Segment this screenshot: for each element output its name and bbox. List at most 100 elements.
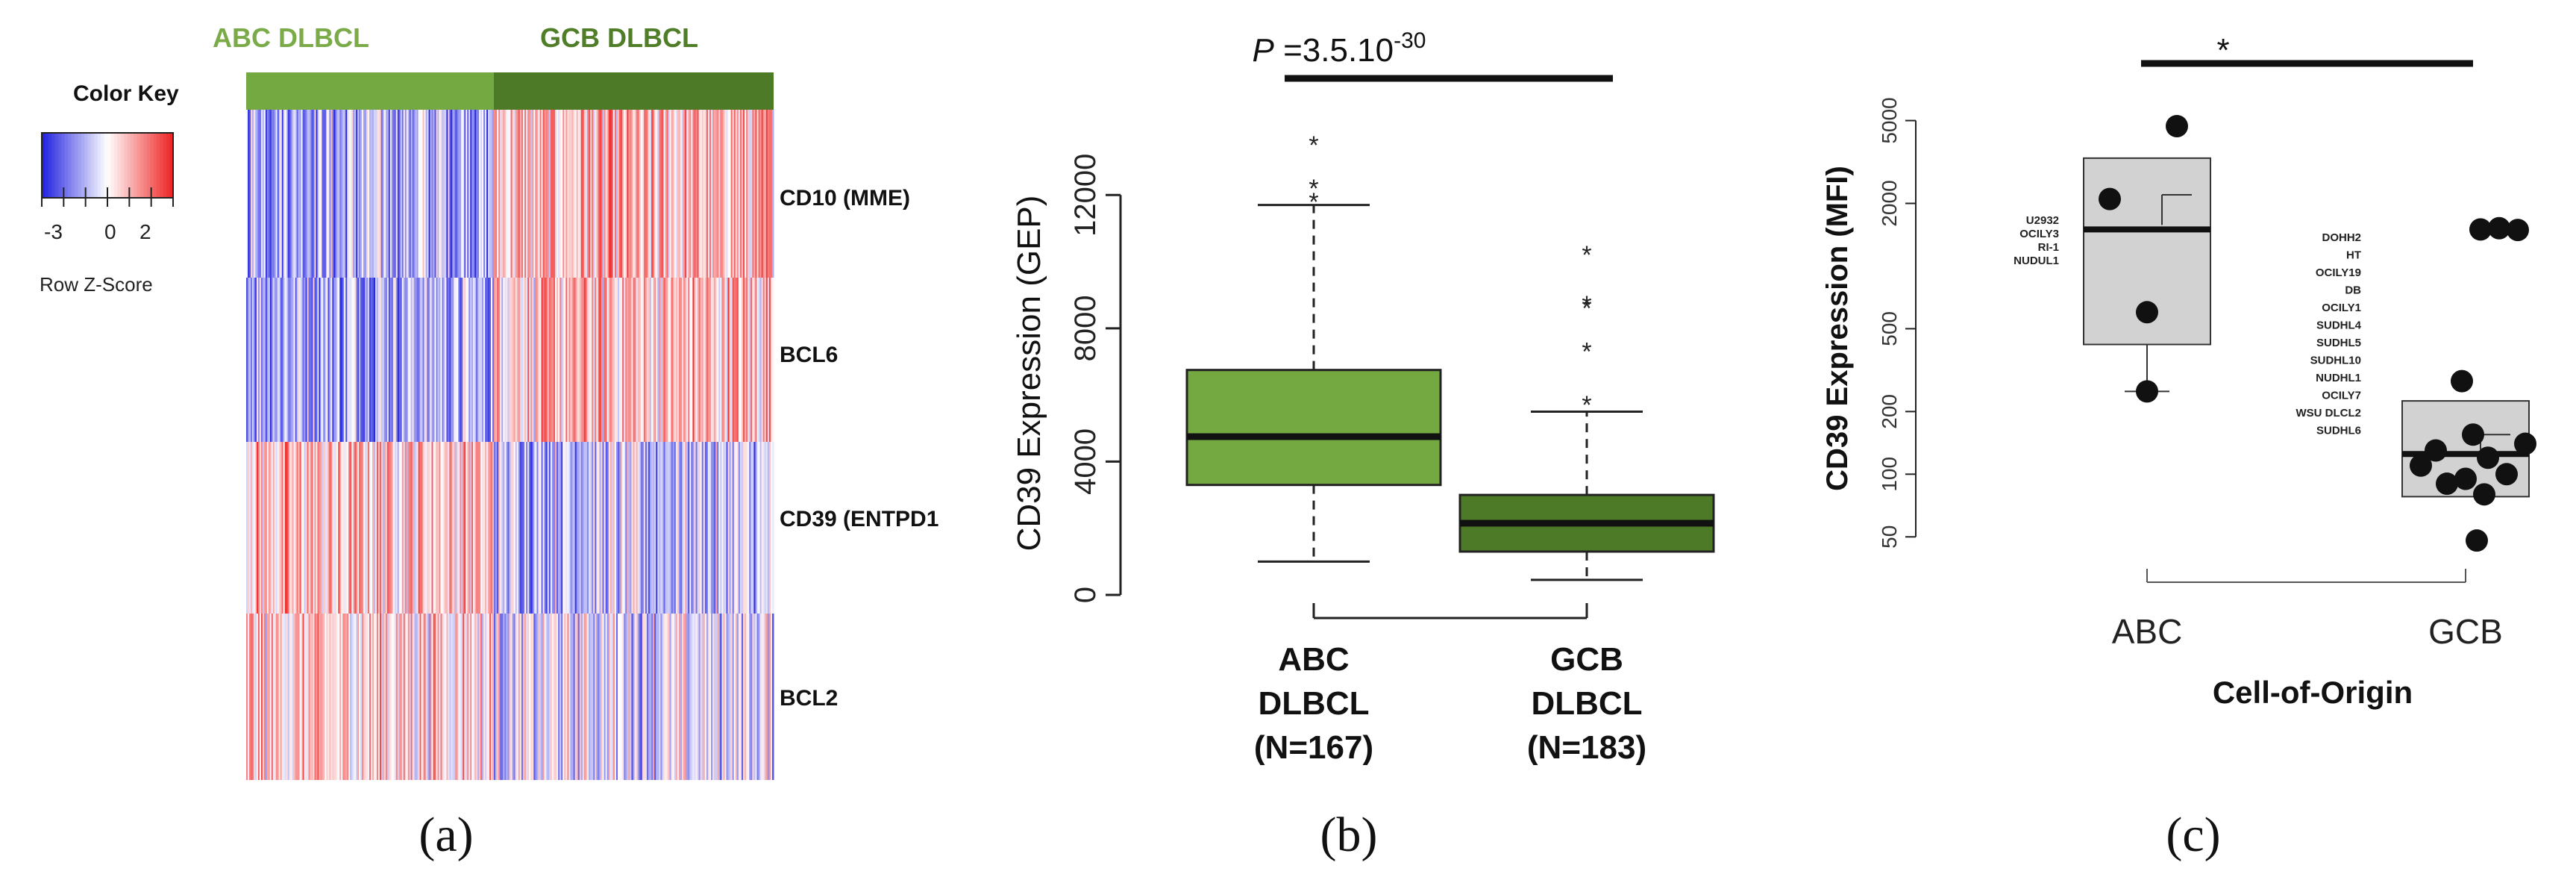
heatmap-cell bbox=[567, 110, 569, 278]
heatmap-cell bbox=[510, 442, 513, 614]
heatmap-cell bbox=[582, 278, 585, 442]
heatmap-cell bbox=[253, 442, 256, 614]
heatmap-cell bbox=[268, 442, 271, 614]
heatmap-cell bbox=[391, 442, 394, 614]
heatmap-cell bbox=[375, 442, 377, 614]
heatmap-cell bbox=[703, 278, 706, 442]
heatmap-cell bbox=[657, 442, 659, 614]
heatmap-cell bbox=[362, 110, 364, 278]
heatmap-cell bbox=[633, 614, 636, 780]
heatmap-cell bbox=[452, 278, 454, 442]
heatmap-cell bbox=[607, 614, 609, 780]
heatmap-cell bbox=[248, 442, 251, 614]
heatmap-cell bbox=[746, 278, 748, 442]
heatmap-cell bbox=[640, 442, 643, 614]
heatmap-cell bbox=[457, 442, 459, 614]
pvalue-exponent: -30 bbox=[1394, 28, 1426, 53]
heatmap-cell bbox=[418, 614, 421, 780]
heatmap-cell bbox=[445, 110, 447, 278]
heatmap-cell bbox=[319, 110, 321, 278]
heatmap-cell bbox=[345, 614, 348, 780]
heatmap-cell bbox=[386, 614, 389, 780]
x-category-label-abc: ABC bbox=[2112, 612, 2183, 651]
heatmap-cell bbox=[445, 278, 447, 442]
heatmap-cell bbox=[683, 614, 686, 780]
heatmap-cell bbox=[668, 110, 671, 278]
heatmap-cell bbox=[637, 278, 640, 442]
heatmap-cell bbox=[639, 442, 642, 614]
heatmap-cell bbox=[442, 442, 444, 614]
heatmap-cell bbox=[500, 278, 502, 442]
heatmap-cell bbox=[536, 614, 539, 780]
heatmap-cell bbox=[704, 110, 707, 278]
heatmap-cell bbox=[489, 278, 492, 442]
heatmap-cell bbox=[752, 278, 754, 442]
heatmap-cell bbox=[503, 614, 505, 780]
heatmap-cell bbox=[579, 110, 582, 278]
heatmap-cell bbox=[446, 442, 448, 614]
heatmap-cell bbox=[710, 614, 713, 780]
heatmap-cell bbox=[425, 442, 428, 614]
heatmap-cell bbox=[577, 614, 580, 780]
heatmap-cell bbox=[564, 614, 566, 780]
heatmap-cell bbox=[765, 278, 768, 442]
heatmap-cell bbox=[341, 278, 343, 442]
heatmap-cell bbox=[639, 278, 642, 442]
heatmap-cell bbox=[342, 442, 345, 614]
heatmap-cell bbox=[771, 614, 774, 780]
heatmap-cell bbox=[712, 278, 715, 442]
heatmap-cell bbox=[720, 278, 722, 442]
heatmap-cell bbox=[675, 110, 678, 278]
heatmap-cell bbox=[290, 110, 293, 278]
heatmap-cell bbox=[262, 442, 265, 614]
heatmap-cell bbox=[612, 278, 615, 442]
heatmap-cell bbox=[761, 442, 764, 614]
heatmap-cell bbox=[275, 614, 278, 780]
heatmap-cell bbox=[657, 110, 659, 278]
heatmap-cell bbox=[692, 614, 695, 780]
heatmap-cell bbox=[732, 110, 735, 278]
heatmap-cell bbox=[521, 614, 524, 780]
heatmap-cell bbox=[615, 442, 618, 614]
heatmap-cell bbox=[596, 110, 598, 278]
heatmap-cell bbox=[654, 442, 656, 614]
heatmap-cell bbox=[404, 614, 407, 780]
heatmap-cell bbox=[272, 614, 275, 780]
heatmap-cell bbox=[305, 614, 308, 780]
heatmap-cell bbox=[675, 442, 678, 614]
heatmap-cell bbox=[451, 614, 453, 780]
heatmap-cell bbox=[506, 110, 508, 278]
heatmap-cell bbox=[283, 442, 286, 614]
heatmap-cell bbox=[350, 110, 352, 278]
heatmap-cell bbox=[271, 110, 274, 278]
heatmap-cell bbox=[748, 442, 750, 614]
heatmap-cell bbox=[721, 278, 724, 442]
heatmap-cell bbox=[589, 110, 591, 278]
heatmap-cell bbox=[557, 110, 559, 278]
heatmap-cell bbox=[715, 614, 718, 780]
heatmap-cell bbox=[663, 614, 666, 780]
heatmap-cell bbox=[470, 278, 472, 442]
heatmap-cell bbox=[671, 110, 674, 278]
cell-line-label: DB bbox=[2345, 284, 2361, 297]
heatmap-cell bbox=[746, 442, 748, 614]
heatmap-cell bbox=[314, 278, 316, 442]
heatmap-cell bbox=[522, 278, 525, 442]
heatmap-cell bbox=[504, 442, 507, 614]
heatmap-cell bbox=[272, 442, 275, 614]
heatmap-cell bbox=[498, 614, 501, 780]
panel-b-caption: (b) bbox=[1320, 808, 1378, 862]
heatmap-cell bbox=[433, 614, 435, 780]
heatmap-cell bbox=[379, 442, 382, 614]
heatmap-cell bbox=[314, 110, 316, 278]
heatmap-cell bbox=[706, 110, 709, 278]
heatmap-cell bbox=[424, 110, 427, 278]
heatmap-cell bbox=[377, 110, 380, 278]
heatmap-cell bbox=[765, 614, 768, 780]
heatmap-cell bbox=[683, 278, 686, 442]
heatmap-cell bbox=[640, 614, 643, 780]
heatmap-cell bbox=[246, 442, 248, 614]
heatmap-cell bbox=[753, 110, 756, 278]
heatmap-cell bbox=[290, 614, 293, 780]
heatmap-cell bbox=[254, 278, 257, 442]
